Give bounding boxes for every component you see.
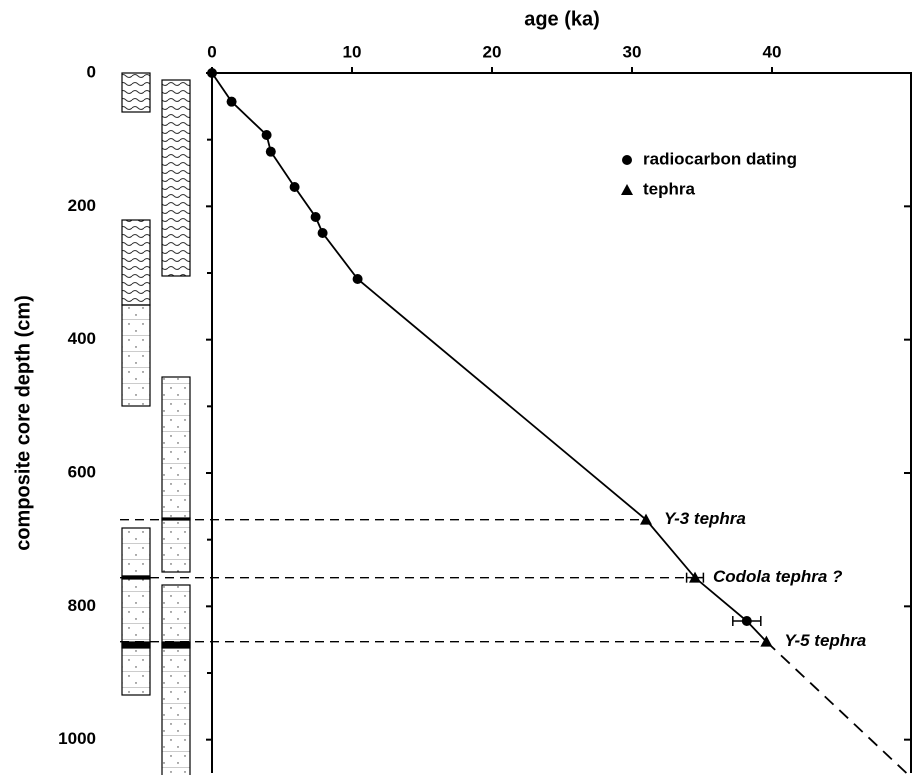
x-axis-label: age (ka) bbox=[524, 8, 600, 30]
x-tick-label: 0 bbox=[207, 42, 216, 61]
y-tick-label: 600 bbox=[68, 462, 96, 481]
legend-marker bbox=[622, 155, 632, 165]
point bbox=[289, 182, 300, 192]
age-model-line bbox=[211, 72, 768, 643]
point bbox=[207, 68, 217, 78]
point-label: Y-5 tephra bbox=[784, 631, 866, 650]
point bbox=[226, 96, 237, 107]
y-tick-label: 1000 bbox=[58, 729, 96, 748]
point bbox=[265, 146, 276, 157]
point bbox=[310, 212, 321, 222]
y-axis-label: composite core depth (cm) bbox=[12, 295, 34, 551]
point bbox=[760, 635, 773, 647]
y-tick-label: 800 bbox=[68, 596, 96, 615]
y-tick-label: 400 bbox=[68, 329, 96, 348]
extrapolation-line bbox=[765, 641, 908, 774]
x-tick-label: 20 bbox=[483, 42, 502, 61]
point bbox=[261, 130, 272, 140]
legend-label: tephra bbox=[643, 179, 696, 198]
y-tick-label: 0 bbox=[87, 62, 96, 81]
point-label: Codola tephra ? bbox=[713, 567, 843, 586]
point bbox=[317, 228, 328, 238]
x-tick-label: 10 bbox=[343, 42, 362, 61]
point bbox=[352, 274, 363, 284]
x-tick-label: 30 bbox=[623, 42, 642, 61]
y-tick-label: 200 bbox=[68, 196, 96, 215]
legend-label: radiocarbon dating bbox=[643, 149, 797, 168]
legend-marker bbox=[621, 184, 633, 195]
point bbox=[741, 616, 752, 626]
point-label: Y-3 tephra bbox=[664, 509, 746, 528]
point bbox=[640, 513, 652, 525]
lithology bbox=[121, 72, 191, 775]
point bbox=[689, 571, 701, 583]
x-tick-label: 40 bbox=[763, 42, 782, 61]
